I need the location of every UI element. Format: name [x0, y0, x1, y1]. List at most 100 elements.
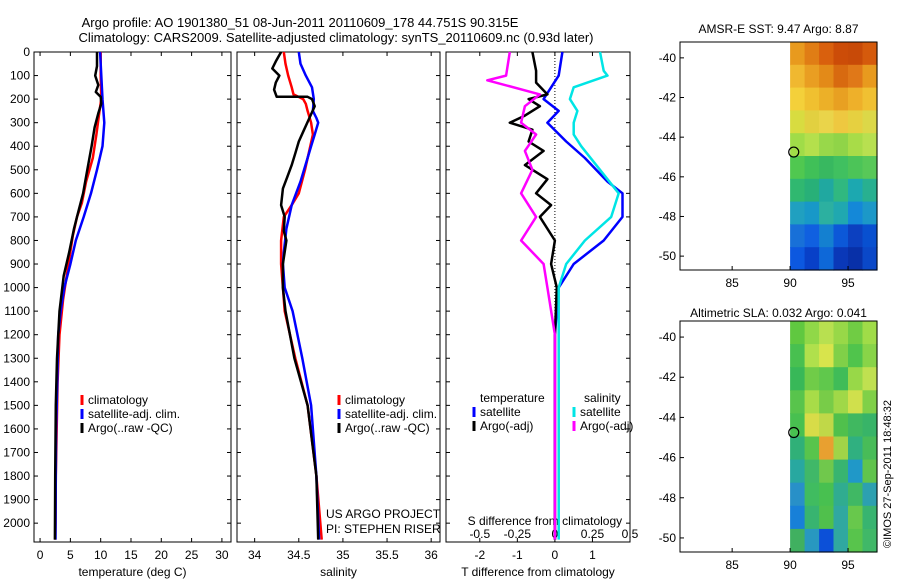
y-tick-label: 1500	[3, 398, 30, 412]
heatmap-cell	[862, 367, 878, 391]
x-tick-label: 90	[783, 276, 797, 290]
heatmap-cell	[862, 156, 878, 180]
series-line	[486, 51, 557, 540]
heatmap-cell	[804, 482, 820, 507]
y-tick-label: 1900	[3, 493, 30, 507]
heatmap-cell	[819, 64, 835, 89]
heatmap-cell	[848, 224, 864, 248]
y-tick-label: -48	[659, 491, 677, 505]
heatmap-cell	[819, 344, 835, 368]
heatmap-cell	[833, 367, 849, 391]
heatmap-cell	[848, 321, 864, 345]
heatmap-cell	[848, 64, 864, 89]
heatmap-cell	[848, 459, 864, 484]
heatmap-cell	[790, 110, 806, 134]
heatmap-cell	[848, 505, 864, 530]
heatmap-cell	[790, 459, 806, 484]
s-tick-label: -0.5	[469, 527, 490, 541]
heatmap-cell	[833, 110, 849, 134]
y-tick-label: -42	[659, 370, 677, 384]
heatmap-cell	[848, 133, 864, 157]
heatmap-cell	[833, 42, 849, 66]
heatmap-cell	[862, 178, 878, 203]
legend-label: climatology	[88, 393, 148, 407]
heatmap-cell	[790, 367, 806, 391]
heatmap-cell	[819, 247, 835, 271]
heatmap-cell	[862, 344, 878, 368]
map-title: Altimetric SLA: 0.032 Argo: 0.041	[690, 306, 867, 320]
x-tick-label: 34.5	[287, 548, 311, 562]
argo-location-marker	[788, 426, 800, 439]
heatmap-cell	[862, 528, 878, 553]
heatmap-cell	[790, 321, 806, 345]
heatmap-cell	[790, 390, 806, 414]
x-tick-label: 34	[248, 548, 262, 562]
project-credit: US ARGO PROJECT	[326, 507, 441, 521]
x-tick-label: 1	[589, 548, 596, 562]
heatmap-cell	[804, 367, 820, 391]
heatmap-cell	[804, 321, 820, 345]
heatmap-cell	[804, 156, 820, 180]
series-line	[508, 51, 559, 540]
y-tick-label: 300	[10, 116, 30, 130]
series-line	[53, 52, 103, 540]
sst-map-panel: AMSR-E SST: 9.47 Argo: 8.87 85 90 95 -40 -42 -…	[659, 22, 878, 290]
s-tick-label: 0.25	[581, 527, 605, 541]
x-tick-label: 30	[215, 548, 229, 562]
x-tick-label: 36	[424, 548, 438, 562]
pi-credit: PI: STEPHEN RISER	[326, 522, 441, 536]
y-tick-label: 2000	[3, 516, 30, 530]
heatmap-cell	[848, 528, 864, 553]
heatmap-cell	[790, 482, 806, 507]
s-tick-label: -0.25	[504, 527, 532, 541]
series-line	[271, 51, 320, 540]
heatmap-cell	[848, 42, 864, 66]
heatmap-cell	[790, 64, 806, 89]
s-axis-label: S difference from climatology	[468, 514, 623, 528]
heatmap-cell	[804, 110, 820, 134]
heatmap-cell	[804, 178, 820, 203]
heatmap-cell	[804, 87, 820, 111]
heatmap-cell	[819, 413, 835, 438]
heatmap-cell	[833, 64, 849, 89]
y-tick-label: -50	[659, 531, 677, 545]
heatmap-cell	[848, 413, 864, 438]
heatmap-cell	[862, 133, 878, 157]
heatmap-cell	[862, 459, 878, 484]
x-tick-label: 95	[841, 558, 855, 572]
heatmap-cell	[833, 201, 849, 225]
heatmap-cell	[848, 110, 864, 134]
figure-title-line1: Argo profile: AO 1901380_51 08-Jun-2011 …	[82, 15, 519, 30]
imos-stamp: ©IMOS 27-Sep-2011 18:48:32	[882, 400, 894, 548]
series-line	[281, 51, 321, 540]
heatmap-cell	[790, 178, 806, 203]
y-tick-label: -48	[659, 209, 677, 223]
y-tick-label: 500	[10, 163, 30, 177]
y-tick-label: 1800	[3, 469, 30, 483]
heatmap-cell	[848, 87, 864, 111]
y-tick-label: -50	[659, 249, 677, 263]
heatmap-cell	[790, 505, 806, 530]
heatmap-cell	[819, 156, 835, 180]
x-tick-label: 95	[841, 276, 855, 290]
y-tick-label: 1200	[3, 328, 30, 342]
heatmap-cell	[804, 459, 820, 484]
heatmap-cell	[819, 178, 835, 203]
heatmap-cell	[804, 224, 820, 248]
heatmap-cell	[862, 482, 878, 507]
difference-panel: -2 -1 0 1 T difference from climatology -0.5-…	[445, 51, 639, 579]
x-axis-label: T difference from climatology	[461, 565, 615, 579]
heatmap-cell	[833, 224, 849, 248]
x-tick-label: 35.5	[375, 548, 399, 562]
y-tick-label: -42	[659, 91, 677, 105]
x-tick-label: -1	[512, 548, 523, 562]
map-title: AMSR-E SST: 9.47 Argo: 8.87	[698, 22, 858, 36]
heatmap-cell	[819, 133, 835, 157]
plot-frame	[445, 51, 631, 543]
heatmap-cell	[848, 436, 864, 461]
heatmap-cell	[862, 436, 878, 461]
sla-map-panel: Altimetric SLA: 0.032 Argo: 0.041 85 90 95 -…	[659, 306, 878, 572]
heatmap-cell	[790, 413, 806, 438]
y-tick-label: 1300	[3, 351, 30, 365]
heatmap-cell	[804, 505, 820, 530]
